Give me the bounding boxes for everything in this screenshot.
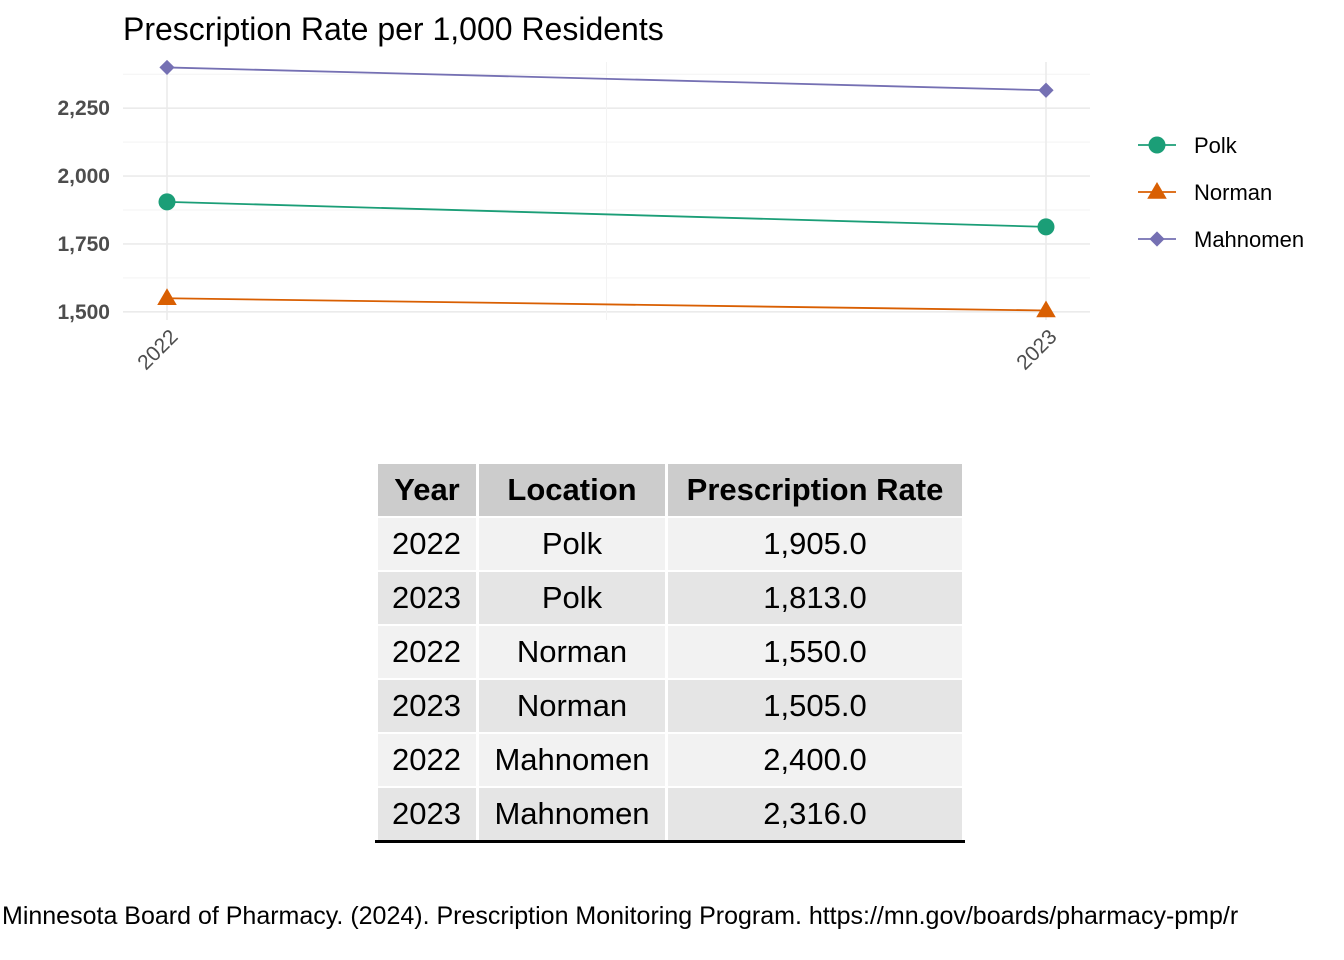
point-marker bbox=[1036, 300, 1056, 318]
series-line bbox=[166, 297, 1047, 312]
legend-label: Polk bbox=[1194, 133, 1238, 158]
cell-location: Polk bbox=[479, 572, 665, 626]
x-tick-label: 2022 bbox=[133, 325, 182, 374]
cell-year: 2022 bbox=[378, 734, 476, 788]
y-tick-label: 2,000 bbox=[57, 165, 110, 188]
legend: Polk Norman Mahnomen bbox=[1138, 133, 1304, 252]
y-tick-label: 2,250 bbox=[57, 97, 110, 120]
legend-item-norman: Norman bbox=[1138, 180, 1272, 205]
point-marker bbox=[1147, 181, 1167, 199]
cell-location: Norman bbox=[479, 680, 665, 734]
cell-year: 2022 bbox=[378, 518, 476, 572]
cell-location: Mahnomen bbox=[479, 788, 665, 840]
cell-location: Norman bbox=[479, 626, 665, 680]
y-tick-label: 1,500 bbox=[57, 301, 110, 324]
series-polk bbox=[158, 193, 1055, 236]
table-row: 2022 Mahnomen 2,400.0 bbox=[378, 734, 962, 788]
x-tick-label: 2023 bbox=[1012, 325, 1061, 374]
table-row: 2023 Mahnomen 2,316.0 bbox=[378, 788, 962, 840]
table-row: 2023 Norman 1,505.0 bbox=[378, 680, 962, 734]
cell-year: 2022 bbox=[378, 626, 476, 680]
cell-year: 2023 bbox=[378, 788, 476, 840]
header-location: Location bbox=[479, 464, 665, 518]
y-tick-label: 1,750 bbox=[57, 233, 110, 256]
series-line bbox=[166, 66, 1047, 92]
cell-rate: 1,550.0 bbox=[668, 626, 962, 680]
cell-rate: 1,813.0 bbox=[668, 572, 962, 626]
table-header-row: Year Location Prescription Rate bbox=[378, 464, 962, 518]
cell-year: 2023 bbox=[378, 572, 476, 626]
line-chart: Prescription Rate per 1,000 Residents 1,… bbox=[57, 11, 1304, 375]
chart-title: Prescription Rate per 1,000 Residents bbox=[123, 11, 664, 47]
point-marker bbox=[1148, 136, 1166, 154]
cell-rate: 2,400.0 bbox=[668, 734, 962, 788]
series-norman bbox=[157, 288, 1056, 318]
cell-rate: 1,505.0 bbox=[668, 680, 962, 734]
x-axis-ticks: 2022 2023 bbox=[133, 325, 1061, 374]
header-year: Year bbox=[378, 464, 476, 518]
series-line bbox=[166, 200, 1047, 228]
legend-label: Mahnomen bbox=[1194, 227, 1304, 252]
point-marker bbox=[1149, 231, 1165, 247]
y-axis-ticks: 1,500 1,750 2,000 2,250 bbox=[57, 97, 110, 324]
grid-lines bbox=[123, 62, 1090, 320]
point-marker bbox=[1037, 218, 1055, 236]
series-group bbox=[157, 59, 1056, 318]
point-marker bbox=[159, 59, 175, 76]
cell-rate: 1,905.0 bbox=[668, 518, 962, 572]
cell-location: Mahnomen bbox=[479, 734, 665, 788]
cell-rate: 2,316.0 bbox=[668, 788, 962, 840]
point-marker bbox=[1038, 82, 1054, 98]
cell-year: 2023 bbox=[378, 680, 476, 734]
series-mahnomen bbox=[159, 59, 1054, 98]
table-row: 2022 Norman 1,550.0 bbox=[378, 626, 962, 680]
table-row: 2022 Polk 1,905.0 bbox=[378, 518, 962, 572]
point-marker bbox=[157, 288, 177, 306]
legend-label: Norman bbox=[1194, 180, 1272, 205]
point-marker bbox=[158, 193, 176, 211]
source-citation: Minnesota Board of Pharmacy. (2024). Pre… bbox=[2, 902, 1239, 930]
header-prescription-rate: Prescription Rate bbox=[668, 464, 962, 518]
cell-location: Polk bbox=[479, 518, 665, 572]
table-row: 2023 Polk 1,813.0 bbox=[378, 572, 962, 626]
data-table: Year Location Prescription Rate 2022 Pol… bbox=[375, 464, 965, 843]
legend-item-polk: Polk bbox=[1138, 133, 1238, 158]
legend-item-mahnomen: Mahnomen bbox=[1138, 227, 1304, 252]
